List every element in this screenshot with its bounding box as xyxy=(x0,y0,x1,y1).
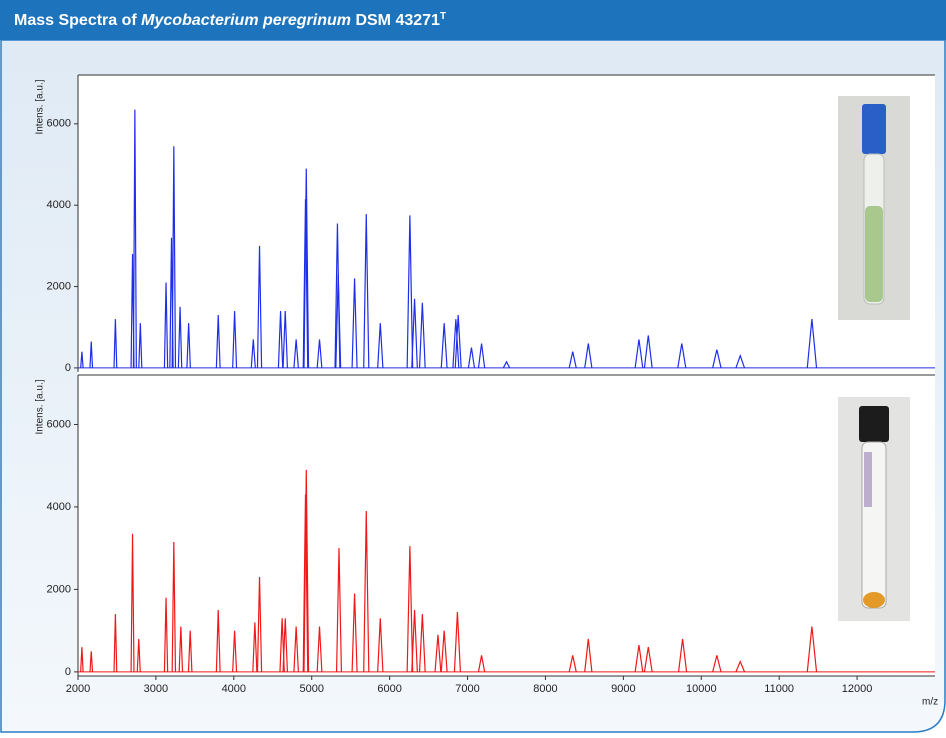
y-tick-label: 0 xyxy=(65,362,71,374)
y-tick-label: 6000 xyxy=(47,118,71,130)
y-tick-label: 4000 xyxy=(47,501,71,513)
photo-top xyxy=(838,96,910,320)
title-start: Mass Spectra of xyxy=(14,12,137,29)
y-tick-label: 0 xyxy=(65,666,71,678)
y-tick-label: 2000 xyxy=(47,583,71,595)
y-tick-label: 2000 xyxy=(47,280,71,292)
y-tick-label: 4000 xyxy=(47,199,71,211)
x-tick-label: 9000 xyxy=(611,683,635,695)
y-axis-label: Intens. [a.u.] xyxy=(35,379,46,434)
figure: Mass Spectra of Mycobacterium peregrinum… xyxy=(0,0,946,733)
title-end: DSM 43271 xyxy=(355,12,440,29)
x-tick-label: 2000 xyxy=(66,683,90,695)
page: Mass Spectra of Mycobacterium peregrinum… xyxy=(0,0,946,733)
photo-bottom xyxy=(838,397,910,621)
x-tick-label: 11000 xyxy=(764,683,794,695)
title-sup: T xyxy=(440,11,446,22)
x-tick-label: 3000 xyxy=(144,683,168,695)
x-tick-label: 7000 xyxy=(455,683,479,695)
title-italic: Mycobacterium peregrinum xyxy=(141,12,351,29)
x-axis-label: m/z xyxy=(922,697,938,708)
x-tick-label: 8000 xyxy=(533,683,557,695)
y-axis-label: Intens. [a.u.] xyxy=(35,79,46,134)
y-tick-label: 6000 xyxy=(47,418,71,430)
x-tick-label: 5000 xyxy=(299,683,323,695)
x-tick-label: 10000 xyxy=(686,683,717,695)
x-tick-label: 12000 xyxy=(842,683,873,695)
title: Mass Spectra of Mycobacterium peregrinum… xyxy=(14,11,446,30)
x-tick-label: 6000 xyxy=(377,683,401,695)
x-tick-label: 4000 xyxy=(222,683,246,695)
